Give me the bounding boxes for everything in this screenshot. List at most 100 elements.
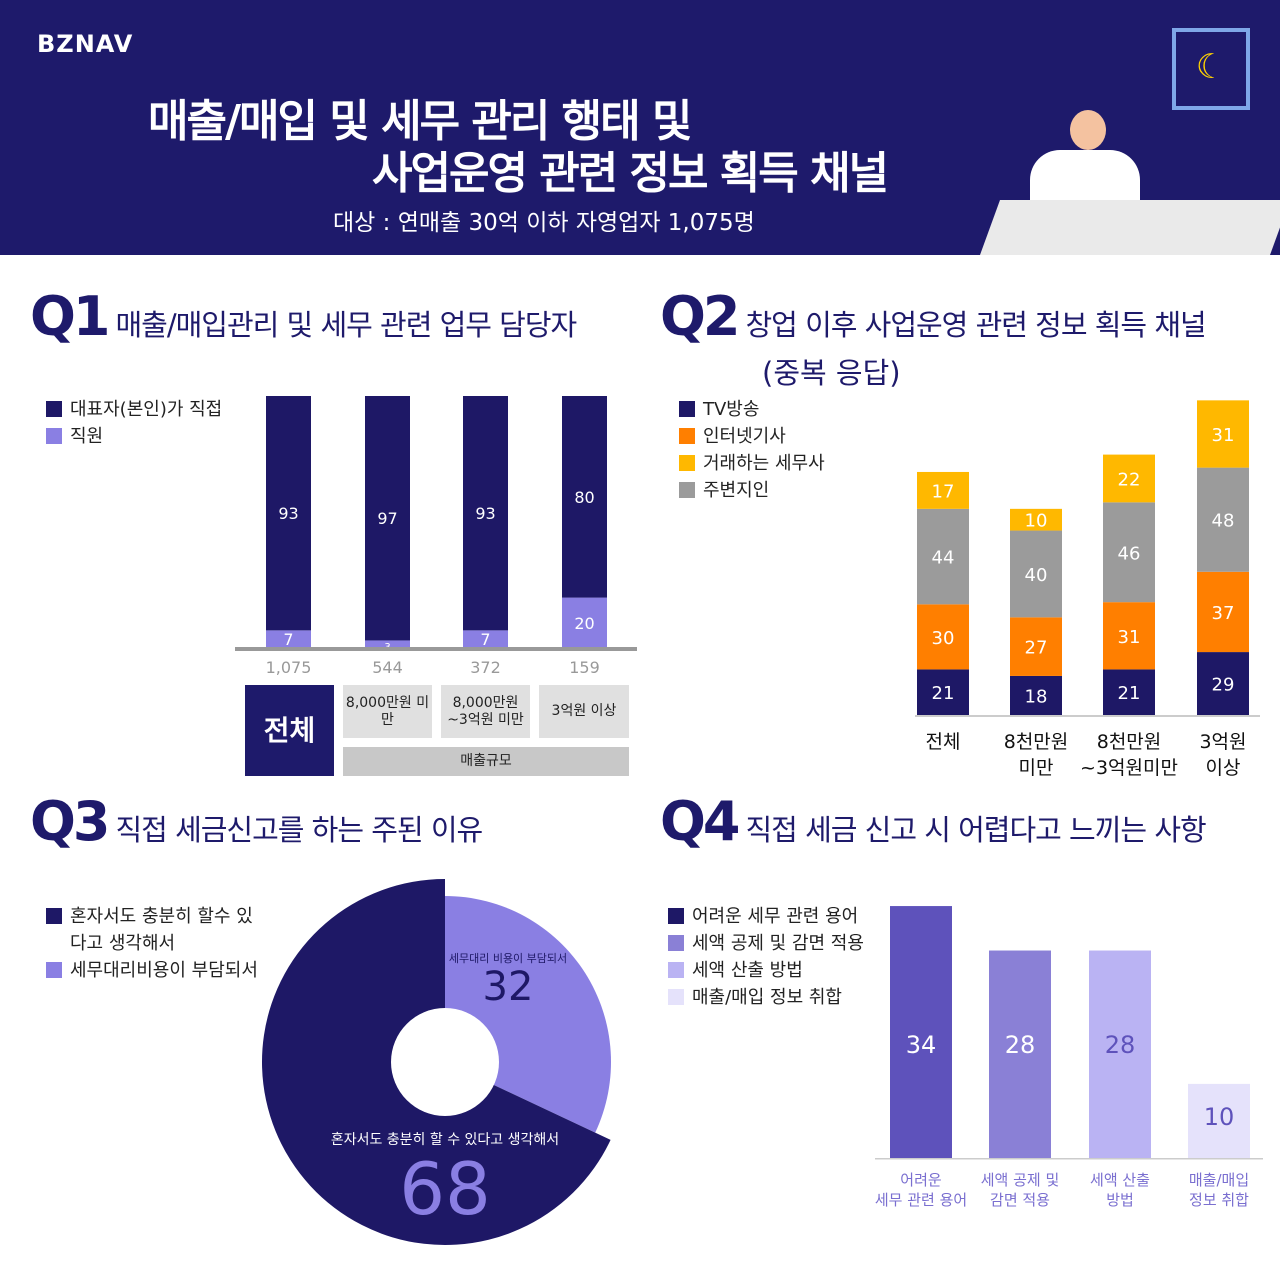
q1-bar-label: 93: [278, 504, 298, 523]
q4-bar-label: 34: [906, 1031, 937, 1059]
q2-bar-label: 30: [932, 628, 955, 649]
q3-title: 직접 세금신고를 하는 주된 이유: [115, 813, 483, 847]
q1-count-label: 544: [372, 658, 403, 677]
night-window-illustration: ☾: [1172, 28, 1250, 110]
q3-legend: 혼자서도 충분히 할수 있다고 생각해서 세무대리비용이 부담되서: [46, 903, 266, 984]
legend-label: 세액 산출 방법: [692, 960, 803, 981]
legend-item: 세무대리비용이 부담되서: [46, 957, 266, 984]
q2-axis-label: 8천만원: [1004, 731, 1069, 753]
q1-category-box: 8,000만원 ~3억원 미만: [441, 685, 530, 738]
q3-donut-hole: [391, 1008, 499, 1116]
q2-bar-segment: [917, 471, 969, 509]
q2-axis-label: 미만: [1019, 757, 1054, 779]
q1-baseline: [235, 647, 637, 651]
q1-bar-segment: [463, 396, 508, 631]
q2-title-note: (중복 응답): [762, 356, 901, 390]
q3-slice-value: 32: [483, 964, 534, 1010]
legend-label: 어려운 세무 관련 용어: [692, 906, 859, 927]
q1-bar-segment: [266, 630, 311, 648]
q1-bar-segment: [365, 640, 410, 648]
q2-bar-label: 40: [1025, 565, 1048, 586]
legend-label: 거래하는 세무사: [703, 453, 825, 474]
busy-worker-illustration: [979, 110, 1280, 255]
legend-item: TV방송: [679, 396, 825, 423]
q2-bar-label: 48: [1212, 511, 1235, 532]
q3-heading: Q3 직접 세금신고를 하는 주된 이유: [30, 790, 483, 853]
legend-label: 혼자서도 충분히 할수 있다고 생각해서: [70, 906, 253, 954]
q4-bar-label: 10: [1204, 1103, 1235, 1131]
q4-axis-label: 세액 산출: [1090, 1171, 1150, 1189]
q2-bar-segment: [1197, 571, 1249, 653]
q1-bar-label: 20: [574, 614, 594, 633]
logo: BZNAV: [37, 30, 134, 58]
q2-bar-segment: [1197, 467, 1249, 572]
q2-axis-label: ~3억원미만: [1080, 757, 1178, 779]
q2-bar-segment: [1103, 602, 1155, 670]
q2-axis-label: 3억원: [1199, 731, 1246, 753]
legend-label: 인터넷기사: [703, 426, 786, 447]
legend-label: 세액 공제 및 감면 적용: [692, 933, 864, 954]
q2-bar-label: 18: [1025, 686, 1048, 707]
q1-category-box: 3억원 이상: [539, 685, 629, 738]
q4-heading: Q4 직접 세금 신고 시 어렵다고 느끼는 사항: [660, 790, 1207, 853]
q2-bar-label: 37: [1212, 603, 1235, 624]
q4-axis-label: 감면 적용: [990, 1191, 1050, 1209]
q2-legend: TV방송 인터넷기사 거래하는 세무사 주변지인: [679, 396, 825, 504]
q2-bar-segment: [1010, 675, 1062, 715]
q4-axis-label: 세액 공제 및: [981, 1171, 1060, 1189]
q3-slice-label: 혼자서도 충분히 할 수 있다고 생각해서: [331, 1132, 559, 1148]
q1-bar-label: 93: [475, 504, 495, 523]
q2-bar-segment: [917, 508, 969, 605]
legend-label: 직원: [70, 426, 104, 447]
q1-category-box: 8,000만원 미만: [343, 685, 432, 738]
q1-bar-segment: [562, 597, 607, 648]
q2-bar-segment: [1103, 502, 1155, 603]
q4-axis-label: 세무 관련 용어: [875, 1191, 967, 1209]
q2-bar-label: 21: [1118, 683, 1141, 704]
legend-label: 세무대리비용이 부담되서: [70, 960, 258, 981]
legend-item: 직원: [46, 423, 222, 450]
q4-axis-label: 어려운: [900, 1171, 942, 1189]
q1-bar-label: 7: [283, 630, 293, 649]
q4-bar: [1188, 1083, 1250, 1158]
legend-label: 대표자(본인)가 직접: [70, 399, 223, 420]
q2-bar-label: 31: [1212, 425, 1235, 446]
q4-title: 직접 세금 신고 시 어렵다고 느끼는 사항: [745, 813, 1206, 847]
q1-heading: Q1 매출/매입관리 및 세무 관련 업무 담당자: [30, 285, 577, 348]
q1-bar-segment: [463, 630, 508, 648]
q1-count-label: 1,075: [266, 658, 312, 677]
q2-bar-label: 29: [1212, 675, 1235, 696]
title-line2: 사업운영 관련 정보 획득 채널: [372, 148, 889, 199]
legend-label: 매출/매입 정보 취합: [692, 987, 842, 1008]
legend-item: 세액 산출 방법: [668, 957, 864, 984]
q1-bar-segment: [266, 396, 311, 631]
q2-bar-segment: [1010, 617, 1062, 676]
q1-title: 매출/매입관리 및 세무 관련 업무 담당자: [115, 308, 577, 342]
q2-bar-label: 10: [1025, 511, 1048, 532]
q4-bar: [890, 906, 952, 1158]
q2-bar-label: 22: [1118, 469, 1141, 490]
title-line1: 매출/매입 및 세무 관리 행태 및: [148, 96, 692, 147]
q2-bar-segment: [917, 669, 969, 715]
q2-baseline: [915, 715, 1260, 717]
q3-slice-value: 68: [399, 1147, 491, 1231]
q2-bar-segment: [1010, 530, 1062, 618]
q3-slice-label: 세무대리 비용이 부담되서: [449, 952, 567, 965]
q4-bar: [989, 950, 1051, 1158]
q1-count-label: 159: [569, 658, 600, 677]
q2-bar-segment: [1103, 454, 1155, 503]
q2-bar-segment: [1197, 400, 1249, 468]
legend-item: 혼자서도 충분히 할수 있다고 생각해서: [46, 903, 266, 957]
q2-title: 창업 이후 사업운영 관련 정보 획득 채널: [745, 308, 1206, 342]
q2-number: Q2: [660, 285, 741, 348]
q2-axis-label: 전체: [926, 731, 961, 753]
header-banner: BZNAV 매출/매입 및 세무 관리 행태 및 사업운영 관련 정보 획득 채…: [0, 0, 1280, 255]
legend-item: 대표자(본인)가 직접: [46, 396, 222, 423]
q2-bar-label: 17: [932, 481, 955, 502]
q4-number: Q4: [660, 790, 741, 853]
q4-bar-label: 28: [1105, 1031, 1136, 1059]
q2-bar-label: 27: [1025, 638, 1048, 659]
q2-axis-label: 8천만원: [1097, 731, 1162, 753]
q4-bar-label: 28: [1005, 1031, 1036, 1059]
